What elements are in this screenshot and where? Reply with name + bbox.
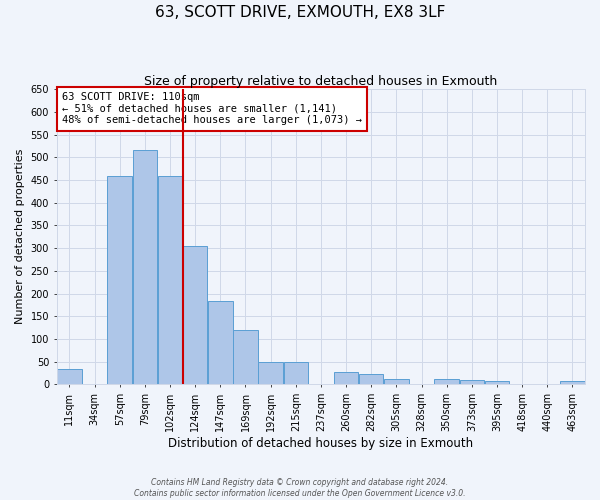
Bar [359,374,383,384]
Bar [107,176,132,384]
Bar [384,378,409,384]
Bar [57,368,82,384]
Text: 63, SCOTT DRIVE, EXMOUTH, EX8 3LF: 63, SCOTT DRIVE, EXMOUTH, EX8 3LF [155,5,445,20]
Title: Size of property relative to detached houses in Exmouth: Size of property relative to detached ho… [144,75,497,88]
Bar [434,378,459,384]
Bar [233,330,257,384]
X-axis label: Distribution of detached houses by size in Exmouth: Distribution of detached houses by size … [169,437,473,450]
Text: 63 SCOTT DRIVE: 110sqm
← 51% of detached houses are smaller (1,141)
48% of semi-: 63 SCOTT DRIVE: 110sqm ← 51% of detached… [62,92,362,126]
Bar [259,362,283,384]
Bar [284,362,308,384]
Bar [460,380,484,384]
Bar [208,302,233,384]
Bar [560,381,584,384]
Y-axis label: Number of detached properties: Number of detached properties [15,149,25,324]
Bar [158,176,182,384]
Text: Contains HM Land Registry data © Crown copyright and database right 2024.
Contai: Contains HM Land Registry data © Crown c… [134,478,466,498]
Bar [485,381,509,384]
Bar [133,150,157,384]
Bar [183,246,208,384]
Bar [334,372,358,384]
